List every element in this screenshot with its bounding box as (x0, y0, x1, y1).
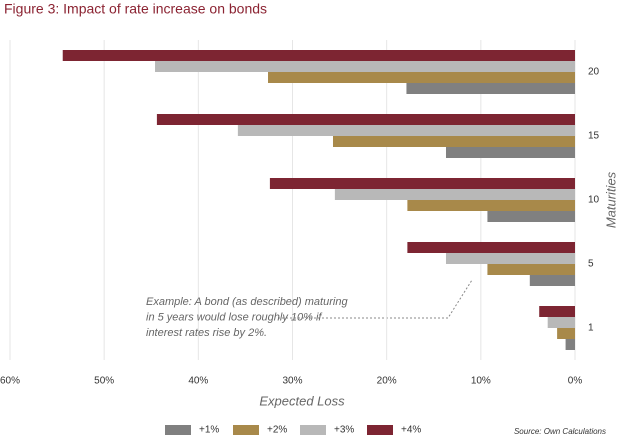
legend-label: +3% (334, 425, 354, 436)
bar (547, 317, 575, 328)
x-tick-label: 40% (188, 376, 208, 387)
legend-label: +1% (199, 425, 219, 436)
y-tick-label: 10 (588, 195, 600, 206)
y-axis-title: Maturities (603, 171, 618, 228)
bar (268, 72, 575, 83)
bar (269, 178, 575, 189)
y-tick-label: 20 (588, 67, 600, 78)
bar (237, 125, 575, 136)
annotation: interest rates rise by 2%. (146, 327, 267, 339)
bar (156, 114, 575, 125)
bar (334, 189, 575, 200)
legend-swatch (367, 425, 393, 435)
bar (557, 328, 575, 339)
bar (406, 83, 575, 94)
bar (62, 50, 575, 61)
bar (445, 147, 575, 158)
source: Source: Own Calculations (514, 427, 606, 436)
legend-swatch (165, 425, 191, 435)
bar (407, 242, 575, 253)
x-tick-label: 0% (568, 376, 583, 387)
bar (565, 339, 575, 350)
x-tick-label: 10% (471, 376, 491, 387)
bar (529, 275, 575, 286)
x-tick-label: 60% (0, 376, 20, 387)
legend-swatch (300, 425, 326, 435)
annotation: Example: A bond (as described) maturing (146, 296, 348, 308)
bar (407, 200, 575, 211)
y-tick-label: 5 (588, 259, 594, 270)
legend-label: +2% (267, 425, 287, 436)
legend-label: +4% (401, 425, 421, 436)
x-axis-title: Expected Loss (259, 393, 345, 408)
chart-title: Figure 3: Impact of rate increase on bon… (4, 1, 267, 17)
bar (487, 264, 575, 275)
bar (539, 306, 575, 317)
x-tick-label: 20% (377, 376, 397, 387)
bar (487, 211, 575, 222)
y-tick-label: 15 (588, 131, 600, 142)
bar (155, 61, 575, 72)
bar (332, 136, 575, 147)
y-tick-label: 1 (588, 323, 594, 334)
x-tick-label: 50% (94, 376, 114, 387)
legend-swatch (233, 425, 259, 435)
bar (445, 253, 575, 264)
x-tick-label: 30% (282, 376, 302, 387)
annotation-leader (278, 279, 473, 319)
annotation: in 5 years would lose roughly 10% if (146, 311, 322, 323)
